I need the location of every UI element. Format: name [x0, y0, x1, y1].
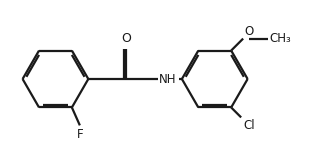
Text: F: F [76, 128, 83, 141]
Text: O: O [244, 25, 253, 38]
Text: Cl: Cl [243, 119, 255, 132]
Text: O: O [121, 32, 131, 45]
Text: NH: NH [158, 73, 176, 86]
Text: CH₃: CH₃ [269, 32, 291, 45]
